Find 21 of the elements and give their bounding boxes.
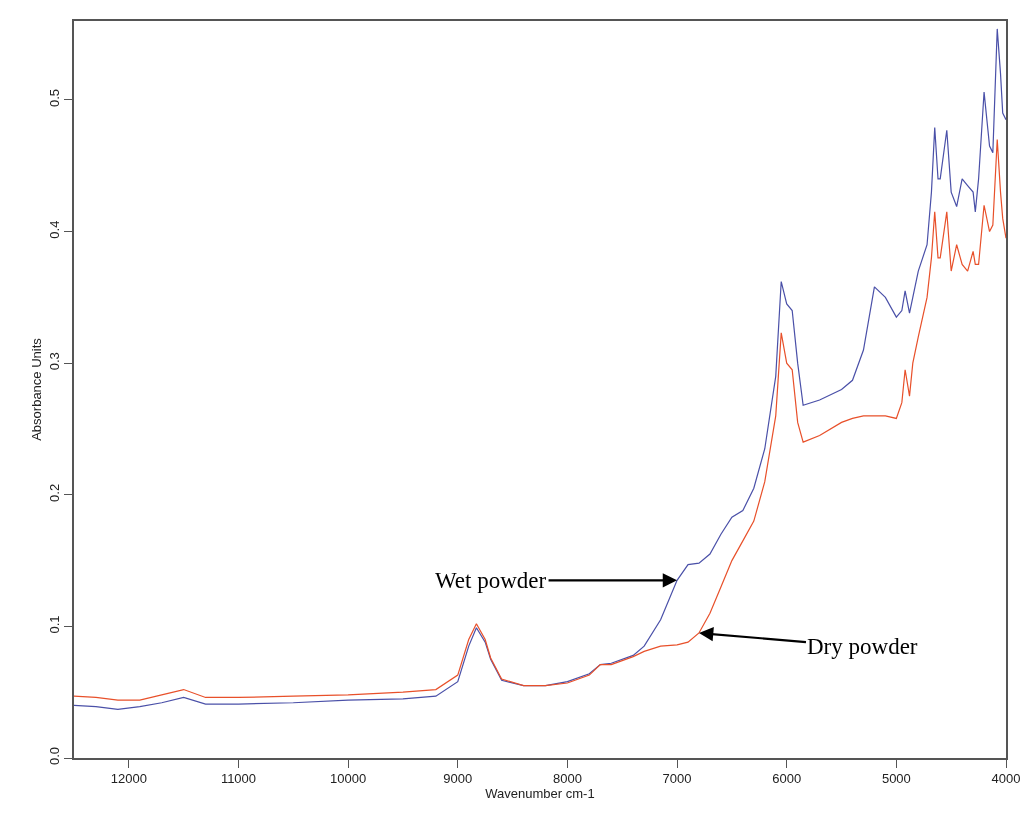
y-tick-label: 0.1 bbox=[47, 615, 63, 634]
x-tick-label: 12000 bbox=[110, 771, 147, 787]
line-series bbox=[74, 138, 1006, 701]
x-tick-label: 4000 bbox=[991, 771, 1021, 787]
x-tick-label: 11000 bbox=[220, 771, 257, 787]
y-tick-label: 0.4 bbox=[47, 220, 63, 239]
x-tick-label: 7000 bbox=[662, 771, 692, 787]
y-axis-title: Absorbance Units bbox=[29, 337, 45, 441]
x-tick-label: 6000 bbox=[772, 771, 802, 787]
x-tick-label: 9000 bbox=[443, 771, 473, 787]
annotation: Wet powder bbox=[435, 568, 547, 593]
y-tick-label: 0.3 bbox=[47, 352, 63, 371]
x-tick-label: 8000 bbox=[552, 771, 582, 787]
line-series bbox=[74, 28, 1006, 710]
x-tick-label: 10000 bbox=[330, 771, 367, 787]
y-tick-label: 0.5 bbox=[47, 88, 63, 108]
y-tick-label: 0.0 bbox=[47, 747, 63, 766]
annotation: Dry powder bbox=[807, 634, 918, 659]
y-tick-label: 0.2 bbox=[47, 483, 63, 502]
x-axis-title: Wavenumber cm-1 bbox=[485, 786, 595, 802]
x-tick-label: 5000 bbox=[881, 771, 911, 787]
